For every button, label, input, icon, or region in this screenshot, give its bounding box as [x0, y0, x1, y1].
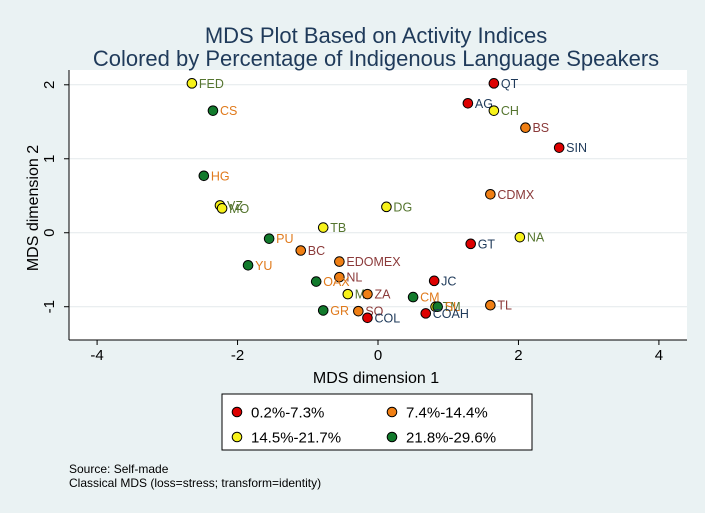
point-cdmx: [485, 188, 496, 200]
point-gr: [317, 305, 329, 316]
point-label-cm: CM: [420, 291, 439, 305]
point-label-hg: HG: [211, 169, 230, 183]
point-bc: [295, 245, 307, 256]
point-mo: [216, 203, 228, 214]
point-edomex: [334, 256, 345, 267]
method-note: Classical MDS (loss=stress; transform=id…: [69, 476, 322, 490]
y-ticks: -1 0 1 2: [41, 81, 69, 313]
point-gt: [465, 238, 477, 250]
x-tick-label: 4: [655, 347, 663, 364]
point-label-bs: BS: [532, 121, 549, 135]
point-za: [362, 288, 373, 300]
point-coah: [420, 308, 432, 319]
legend: 0.2%-7.3% 7.4%-14.4% 14.5%-21.7% 21.8%-29.6…: [221, 393, 533, 451]
legend-marker-c1: [231, 406, 243, 418]
point-label-ag: AG: [475, 97, 493, 111]
point-label-coah: COAH: [433, 307, 469, 321]
gridlines: [69, 84, 687, 308]
point-label-tl: TL: [497, 299, 512, 313]
point-label-mo: MO: [229, 202, 249, 216]
y-axis-title: MDS dimension 2: [25, 145, 42, 271]
x-tick-label: 2: [514, 347, 522, 364]
x-tick-label: -2: [231, 347, 244, 364]
legend-label-c4: 21.8%-29.6%: [406, 430, 496, 447]
point-label-vz: VZ: [227, 199, 243, 213]
point-label-yu: YU: [255, 259, 272, 273]
point-label-dg: DG: [393, 200, 412, 214]
point-fed: [186, 78, 198, 89]
legend-marker-c4: [386, 431, 398, 443]
point-label-tb: TB: [330, 221, 346, 235]
point-oax: [310, 276, 322, 287]
legend-label-c1: 0.2%-7.3%: [251, 405, 324, 422]
point-bs: [520, 122, 531, 133]
legend-marker-c3: [231, 431, 243, 443]
legend-marker-c2: [386, 406, 398, 418]
chart-title-line-2: Colored by Percentage of Indigenous Lang…: [93, 46, 659, 71]
point-so: [353, 305, 364, 317]
y-tick-label: 0: [41, 229, 58, 237]
point-qt: [488, 78, 500, 89]
point-label-cdmx: CDMX: [497, 188, 534, 202]
y-tick-label: -1: [41, 300, 58, 313]
point-cs: [207, 105, 219, 116]
point-label-pu: PU: [276, 232, 293, 246]
point-label-oax: OAX: [323, 275, 350, 289]
point-label-gr: GR: [330, 304, 349, 318]
x-ticks: -4 -2 0 2 4: [90, 340, 663, 364]
point-ag: [462, 97, 474, 109]
point-label-qt: QT: [501, 77, 519, 91]
point-label-bc: BC: [308, 244, 325, 258]
point-nl: [334, 271, 345, 283]
point-yu: [242, 259, 254, 271]
plot-region: [69, 70, 687, 340]
point-cm: [407, 291, 419, 303]
point-dg: [381, 201, 392, 213]
point-ch: [488, 105, 500, 116]
point-label-za: ZA: [374, 288, 391, 302]
y-tick-label: 2: [41, 81, 58, 89]
point-label-jc: JC: [441, 274, 456, 288]
point-label-nl: NL: [346, 271, 362, 285]
point-label-na: NA: [527, 231, 545, 245]
point-label-gt: GT: [478, 237, 496, 251]
y-tick-label: 1: [41, 155, 58, 163]
point-sin: [553, 142, 565, 153]
point-sl: [432, 301, 443, 313]
point-label-fed: FED: [199, 77, 224, 91]
point-jc: [428, 275, 440, 287]
point-pu: [263, 233, 275, 244]
point-label-col: COL: [374, 311, 400, 325]
source-note: Source: Self-made: [69, 462, 169, 476]
point-label-sl: SL: [445, 300, 460, 314]
legend-label-c2: 7.4%-14.4%: [406, 405, 488, 422]
chart-title-line-1: MDS Plot Based on Activity Indices: [205, 23, 547, 48]
point-col: [362, 312, 373, 324]
legend-box: [221, 393, 533, 451]
point-label-tm: TM: [443, 300, 461, 314]
point-mi: [342, 288, 354, 300]
point-label-ch: CH: [501, 104, 519, 118]
point-na: [514, 231, 526, 243]
point-hg: [198, 170, 210, 182]
point-tl: [485, 299, 496, 311]
point-label-sin: SIN: [566, 141, 587, 155]
point-label-cs: CS: [220, 104, 237, 118]
x-tick-label: 0: [374, 347, 382, 364]
x-axis-title: MDS dimension 1: [313, 370, 439, 387]
x-tick-label: -4: [90, 347, 103, 364]
point-tb: [317, 222, 329, 233]
point-label-edomex: EDOMEX: [346, 255, 401, 269]
legend-label-c3: 14.5%-21.7%: [251, 430, 341, 447]
